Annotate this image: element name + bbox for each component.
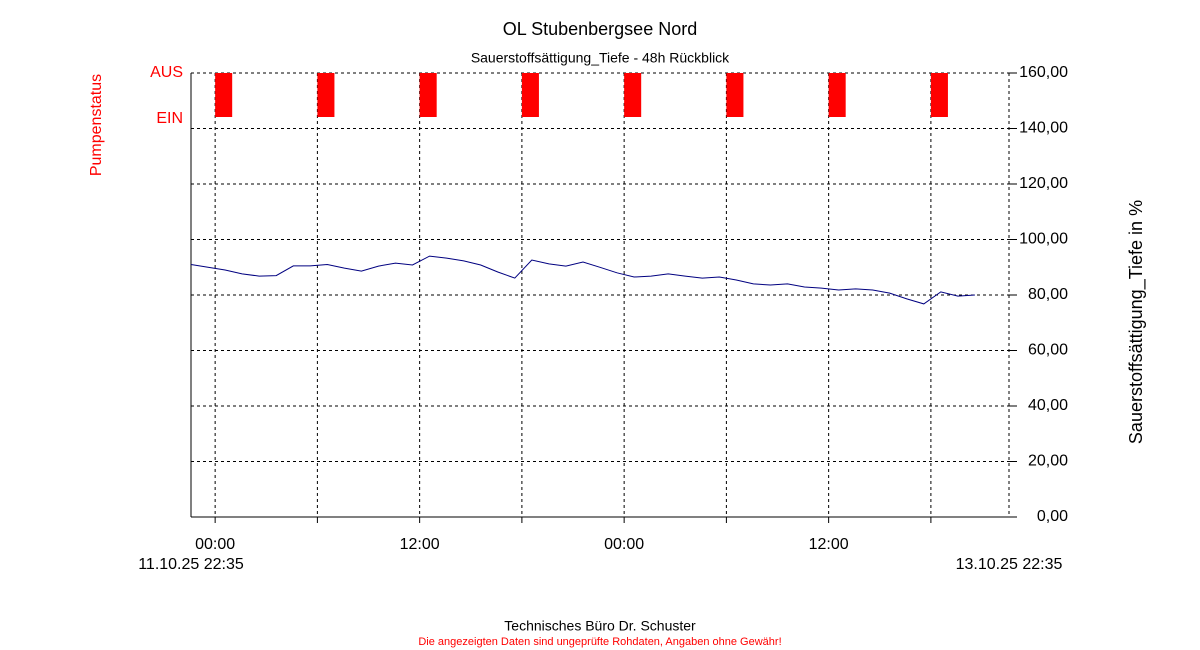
x-start-label: 11.10.25 22:35 (138, 556, 244, 573)
y-axis-label: Sauerstoffsättigung_Tiefe in % (1126, 200, 1147, 444)
y-tick-label: 0,00 (1037, 508, 1068, 525)
y-tick-label: 160,00 (1019, 64, 1068, 81)
chart-title: OL Stubenbergsee Nord (503, 19, 697, 39)
y-tick-label: 40,00 (1028, 397, 1068, 414)
pump-bar (521, 73, 539, 117)
pump-bar (930, 73, 948, 117)
pump-bar (828, 73, 846, 117)
pump-axis-label: Pumpenstatus (88, 74, 105, 176)
pump-bar (215, 73, 233, 117)
pump-state-label: EIN (156, 110, 183, 127)
footer: Technisches Büro Dr. Schuster (504, 618, 696, 634)
pump-bar (419, 73, 437, 117)
disclaimer: Die angezeigten Daten sind ungeprüfte Ro… (418, 636, 781, 648)
x-tick-label: 12:00 (400, 536, 440, 553)
y-tick-label: 120,00 (1019, 175, 1068, 192)
pump-bar (317, 73, 335, 117)
y-tick-label: 100,00 (1019, 231, 1068, 248)
x-end-label: 13.10.25 22:35 (956, 556, 1063, 573)
pump-bar (624, 73, 642, 117)
x-tick-label: 00:00 (604, 536, 644, 553)
pump-state-label: AUS (150, 64, 183, 81)
y-tick-label: 20,00 (1028, 453, 1068, 470)
y-tick-label: 60,00 (1028, 342, 1068, 359)
x-tick-label: 12:00 (809, 536, 849, 553)
x-tick-label: 00:00 (195, 536, 235, 553)
y-tick-label: 140,00 (1019, 120, 1068, 137)
chart-subtitle: Sauerstoffsättigung_Tiefe - 48h Rückblic… (471, 50, 730, 66)
data-line (190, 255, 975, 305)
pump-bar (726, 73, 744, 117)
y-tick-label: 80,00 (1028, 286, 1068, 303)
